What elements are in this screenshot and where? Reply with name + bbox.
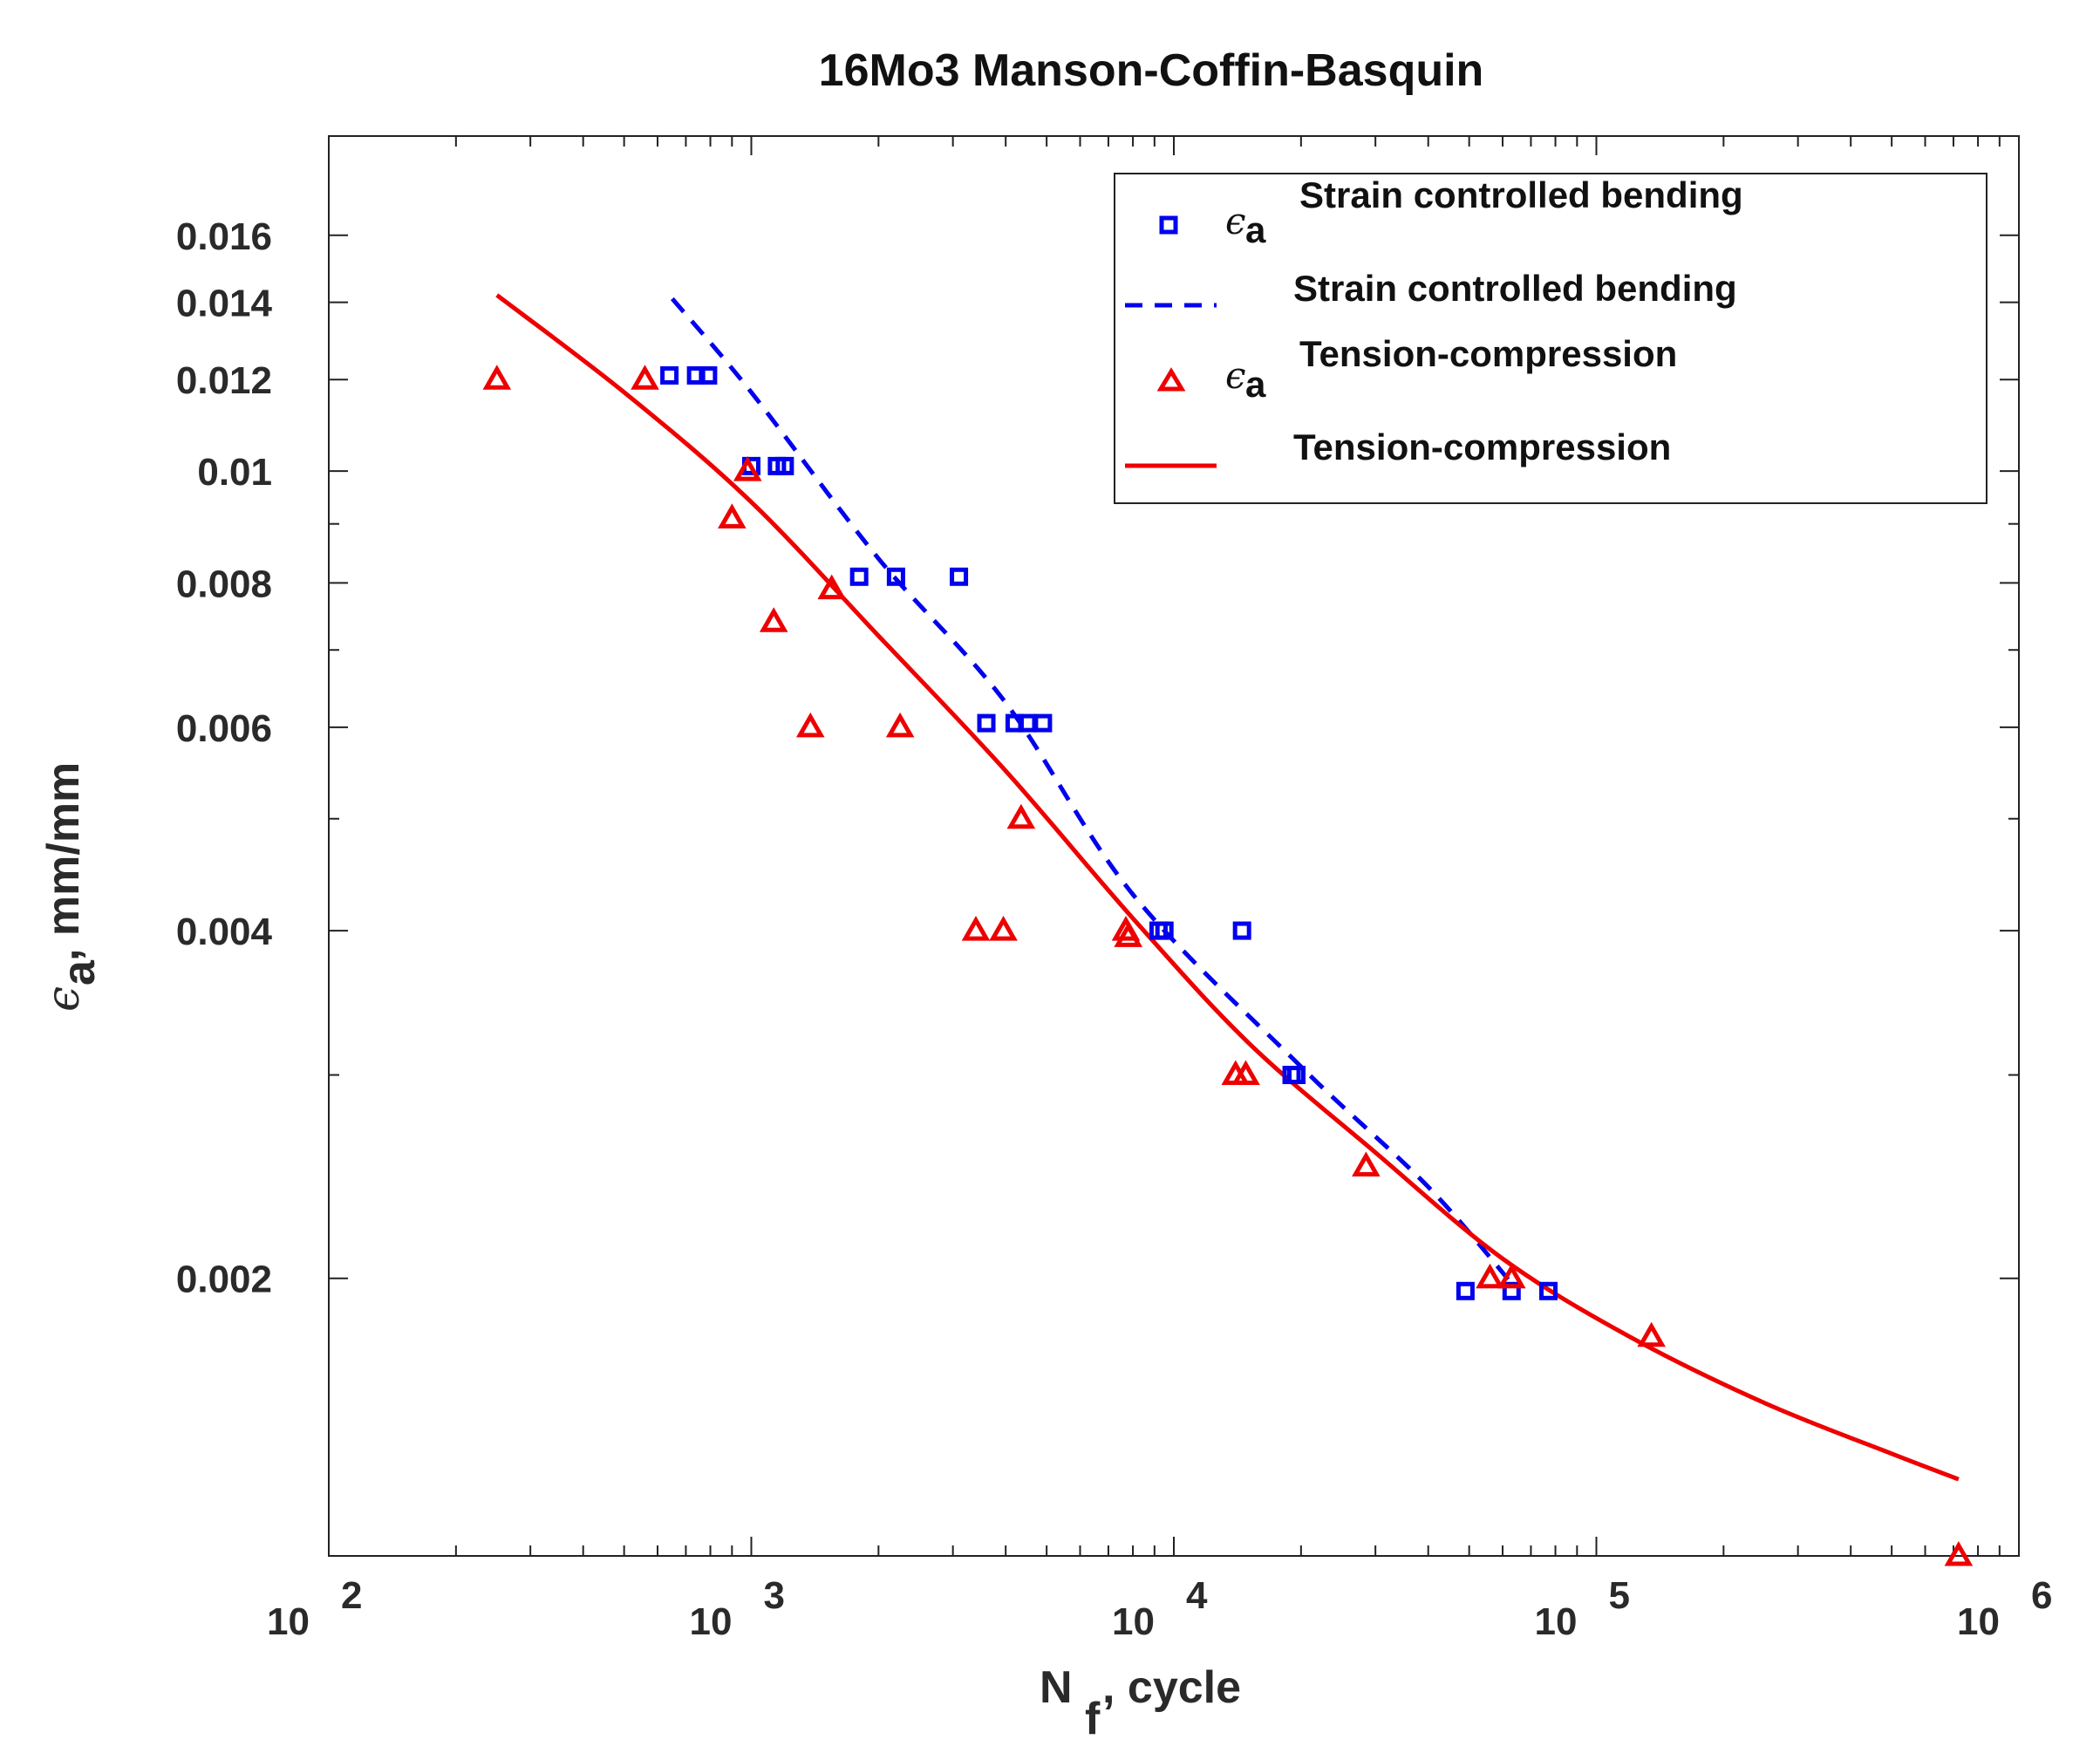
x-tick-label-exp: 2 — [341, 1574, 362, 1617]
tension-data-point — [1476, 1263, 1504, 1289]
legend-epsilon-sub-1: a — [1245, 209, 1266, 250]
x-tick-label-exp: 3 — [764, 1574, 785, 1617]
tension-data-point — [989, 916, 1018, 941]
tension-data-point — [961, 916, 991, 941]
tension-fit-line — [495, 293, 1960, 1482]
tension-data-point — [718, 503, 747, 529]
x-tick-label-exp: 4 — [1186, 1574, 1208, 1617]
tension-data-point — [482, 365, 512, 390]
y-major-ticks: 0.016 0.014 0.012 0.01 0.008 0.006 0.004 0.002 — [176, 215, 2019, 1301]
y-tick-label: 0.012 — [176, 359, 272, 402]
bending-data-point — [699, 365, 718, 385]
tension-data-point — [1114, 922, 1143, 947]
x-tick-label-base: 10 — [690, 1600, 733, 1643]
bending-data-point — [1539, 1281, 1558, 1300]
x-major-ticks: 10 2 10 3 10 4 10 5 10 6 — [267, 136, 2052, 1643]
x-tick-label-base: 10 — [267, 1600, 310, 1643]
x-tick-label-base: 10 — [1957, 1600, 2000, 1643]
legend-epsilon-sub-2: a — [1245, 364, 1266, 405]
series-layer — [482, 293, 1974, 1566]
x-tick-label-base: 10 — [1112, 1600, 1155, 1643]
bending-data-point — [1456, 1281, 1475, 1300]
legend: ϵ a Strain controlled bending Strain con… — [1114, 173, 1988, 504]
y-minor-ticks — [329, 522, 2019, 1076]
y-tick-label: 0.004 — [176, 911, 273, 953]
bending-data-point — [950, 567, 969, 586]
x-axis-label-rest: , cycle — [1102, 1662, 1241, 1713]
tension-data-point — [817, 574, 847, 600]
legend-epsilon-1: ϵ — [1225, 200, 1246, 242]
bending-data-point — [1033, 713, 1053, 733]
x-tick-label-exp: 6 — [2031, 1574, 2052, 1617]
legend-epsilon-2: ϵ — [1225, 354, 1246, 397]
y-axis-label-rest: , mm/mm — [38, 762, 89, 961]
bending-data-point — [1287, 1066, 1306, 1085]
x-minor-ticks — [454, 136, 2001, 1556]
y-axis-label-symbol: ϵ — [38, 986, 90, 1012]
tension-data-point — [795, 712, 825, 738]
tension-data-point — [1944, 1540, 1974, 1566]
y-axis-label: ϵ a , mm/mm — [38, 762, 105, 1012]
bending-fit-line — [670, 297, 1514, 1286]
x-tick-label-exp: 5 — [1609, 1574, 1630, 1617]
bending-data-point — [886, 567, 905, 586]
tension-data-point — [1637, 1321, 1666, 1347]
tension-data-point — [1352, 1151, 1381, 1177]
tension-data-point — [733, 456, 762, 481]
y-tick-label: 0.01 — [197, 451, 272, 494]
legend-box — [1114, 173, 1988, 504]
tension-data-point — [885, 712, 915, 738]
x-tick-label-base: 10 — [1535, 1600, 1578, 1643]
legend-label-bending-data: Strain controlled bending — [1299, 174, 1743, 215]
x-axis-label-main: N — [1040, 1662, 1073, 1713]
legend-label-tension-fit: Tension-compression — [1293, 426, 1671, 467]
bending-data-point — [775, 456, 794, 475]
legend-square-marker — [1159, 215, 1178, 235]
legend-label-tension-data: Tension-compression — [1299, 333, 1677, 374]
tension-data-point — [1497, 1263, 1526, 1289]
bending-data-point — [977, 713, 996, 733]
tension-data-point — [1231, 1060, 1260, 1086]
bending-data-point — [849, 567, 869, 586]
y-tick-label: 0.014 — [176, 283, 273, 325]
y-tick-label: 0.002 — [176, 1259, 272, 1301]
y-axis-label-sub: a — [54, 959, 105, 986]
y-tick-label: 0.006 — [176, 707, 272, 750]
y-tick-label: 0.008 — [176, 563, 272, 605]
bending-data-point — [1155, 921, 1174, 940]
tension-data-point — [759, 607, 788, 632]
y-tick-label: 0.016 — [176, 215, 272, 258]
legend-label-bending-fit: Strain controlled bending — [1293, 268, 1737, 309]
bending-data-point — [660, 365, 679, 385]
chart-title: 16Mo3 Manson-Coffin-Basquin — [819, 45, 1484, 96]
tension-data-point — [631, 365, 659, 390]
x-axis-label: N f , cycle — [1040, 1662, 1241, 1744]
bending-data-point — [1232, 921, 1251, 940]
x-axis-label-sub: f — [1085, 1694, 1101, 1744]
bending-data-point — [1018, 713, 1037, 733]
legend-triangle-marker — [1156, 367, 1186, 392]
tension-data-point — [1006, 803, 1036, 829]
